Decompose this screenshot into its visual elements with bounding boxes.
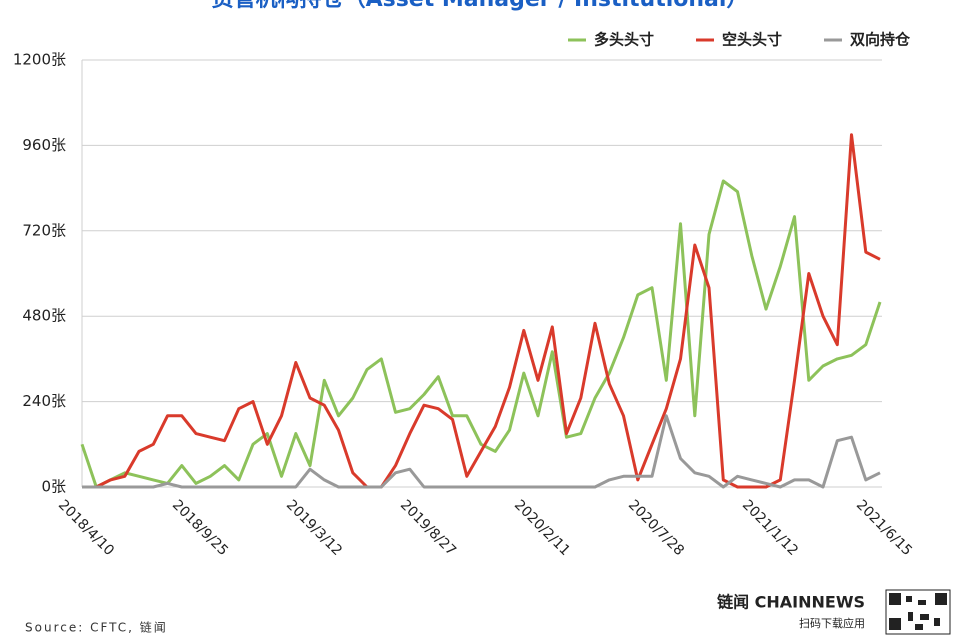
series-line <box>82 414 881 489</box>
y-tick-label: 960张 <box>22 136 66 154</box>
x-tick-label: 2018/9/25 <box>169 497 231 559</box>
series-line <box>80 179 882 489</box>
x-tick-label: 2019/3/12 <box>283 497 345 559</box>
legend-label: 多头头寸 <box>594 31 654 49</box>
x-tick-label: 2021/1/12 <box>739 497 801 559</box>
y-tick-label: 0张 <box>41 478 66 496</box>
legend-label: 空头头寸 <box>722 31 782 49</box>
x-tick-label: 2020/7/28 <box>625 497 687 559</box>
y-tick-label: 480张 <box>22 307 66 325</box>
legend-label: 双向持仓 <box>850 31 911 49</box>
chart-title: 资管机构持仓（Asset Manager / Institutional） <box>212 0 749 12</box>
y-tick-label: 1200张 <box>13 51 66 69</box>
qr-code <box>885 589 951 635</box>
series-line <box>82 133 881 489</box>
x-tick-label: 2020/2/11 <box>511 497 573 559</box>
source: Source: CFTC, 链闻 <box>25 620 168 635</box>
x-tick-label: 2018/4/10 <box>55 497 117 559</box>
y-tick-label: 720张 <box>22 221 66 239</box>
x-tick-label: 2019/8/27 <box>397 497 459 559</box>
brand-sub: 扫码下载应用 <box>799 616 865 630</box>
y-tick-label: 240张 <box>22 392 66 410</box>
brand: 链闻 CHAINNEWS <box>717 593 865 612</box>
x-tick-label: 2021/6/15 <box>853 497 915 559</box>
